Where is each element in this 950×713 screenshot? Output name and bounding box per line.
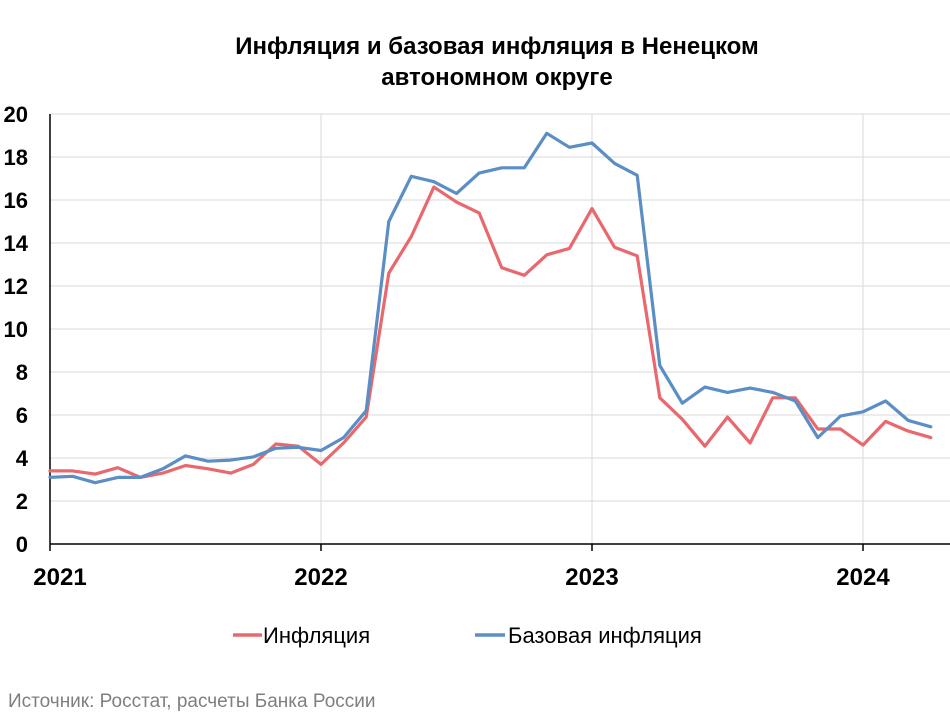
y-tick-label: 20 <box>4 102 28 127</box>
gridlines <box>50 113 950 544</box>
series-line-core-inflation <box>48 131 933 485</box>
legend: Инфляция Базовая инфляция <box>233 623 702 648</box>
axes: 0 2 4 6 8 10 12 14 16 18 20 2021 2022 2023 2024 <box>4 102 950 591</box>
y-tick-label: 6 <box>16 403 28 428</box>
x-tick-label: 2023 <box>565 564 618 591</box>
y-tick-label: 4 <box>16 446 29 471</box>
legend-label: Инфляция <box>263 623 370 648</box>
y-tick-label: 14 <box>4 231 29 256</box>
source-note: Источник: Росстат, расчеты Банка России <box>8 691 376 712</box>
y-tick-label: 10 <box>4 317 28 342</box>
y-tick-label: 2 <box>16 489 28 514</box>
x-tick-label: 2021 <box>33 564 86 591</box>
y-tick-label: 18 <box>4 145 28 170</box>
x-tick-label: 2022 <box>294 564 347 591</box>
y-tick-label: 16 <box>4 188 28 213</box>
chart-title-line-1: Инфляция и базовая инфляция в Ненецком <box>235 33 759 60</box>
y-tick-label: 0 <box>16 532 28 557</box>
chart-title-line-2: автономном округе <box>381 64 612 91</box>
x-tick-label: 2024 <box>836 564 890 591</box>
y-tick-label: 12 <box>4 274 28 299</box>
legend-label: Базовая инфляция <box>508 623 702 648</box>
series-lines <box>48 131 933 485</box>
y-tick-label: 8 <box>16 360 28 385</box>
